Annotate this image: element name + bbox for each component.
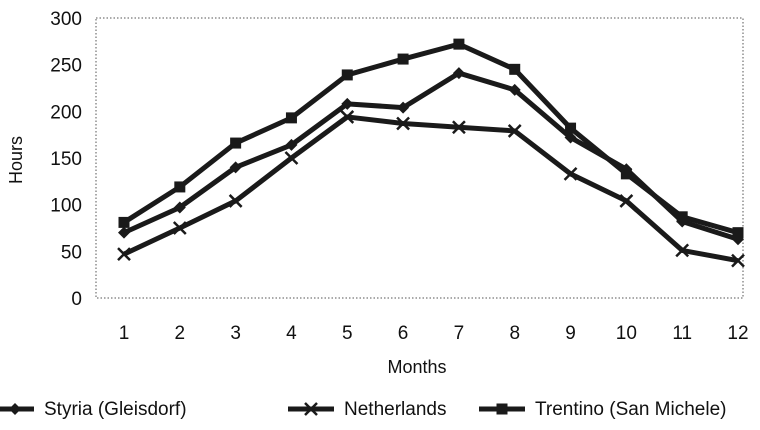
data-point xyxy=(118,226,130,239)
y-tick-label: 0 xyxy=(71,289,82,310)
y-axis: 0 50 100 150 200 250 300 xyxy=(50,9,82,310)
data-point xyxy=(285,112,297,124)
legend-item: Trentino (San Michele) xyxy=(479,399,726,420)
data-point xyxy=(452,120,466,135)
x-axis: 1 2 3 4 5 6 7 8 9 10 11 12 xyxy=(119,323,749,344)
data-point xyxy=(341,97,354,110)
legend-label: Netherlands xyxy=(344,399,446,420)
data-point xyxy=(117,247,131,262)
data-point xyxy=(174,181,186,193)
data-point xyxy=(508,83,521,96)
series-line xyxy=(122,114,739,264)
x-tick-label: 5 xyxy=(342,323,353,344)
series-3 xyxy=(118,38,744,239)
data-point xyxy=(397,53,409,65)
data-point xyxy=(284,151,299,165)
legend-label: Styria (Gleisdorf) xyxy=(44,399,187,420)
legend-marker xyxy=(496,403,508,415)
data-point xyxy=(340,110,355,124)
series-2 xyxy=(117,110,745,268)
x-tick-label: 8 xyxy=(509,323,520,344)
plot-area xyxy=(95,17,744,299)
data-point xyxy=(118,216,130,228)
x-tick-label: 7 xyxy=(454,323,465,344)
x-tick-label: 4 xyxy=(286,323,297,344)
legend-item: Styria (Gleisdorf) xyxy=(0,399,187,420)
x-tick-label: 11 xyxy=(672,323,692,344)
data-point xyxy=(509,63,521,75)
data-point xyxy=(453,38,465,50)
data-point xyxy=(452,67,465,80)
data-point xyxy=(507,124,522,138)
data-point xyxy=(731,253,745,268)
data-point xyxy=(397,101,410,114)
data-point xyxy=(230,137,242,149)
legend: Styria (Gleisdorf) Netherlands Trentino (S… xyxy=(0,399,726,420)
legend-marker xyxy=(304,402,318,416)
series-layer xyxy=(117,38,745,268)
data-point xyxy=(173,201,186,214)
data-point xyxy=(228,194,243,208)
x-tick-label: 12 xyxy=(727,323,748,344)
y-tick-label: 100 xyxy=(50,196,82,217)
data-point xyxy=(563,166,578,181)
x-tick-label: 10 xyxy=(616,323,637,344)
data-point xyxy=(229,161,242,174)
data-point xyxy=(285,138,298,151)
plot-border xyxy=(95,17,744,299)
x-tick-label: 3 xyxy=(230,323,241,344)
legend-marker xyxy=(9,403,21,415)
data-point xyxy=(619,194,634,208)
y-tick-label: 250 xyxy=(50,56,82,77)
x-tick-label: 2 xyxy=(175,323,186,344)
x-tick-label: 9 xyxy=(565,323,576,344)
y-tick-label: 50 xyxy=(61,242,82,263)
data-point xyxy=(732,227,744,239)
series-line xyxy=(122,41,739,236)
y-axis-title: Hours xyxy=(6,136,26,184)
series-1 xyxy=(118,67,744,246)
legend-item: Netherlands xyxy=(288,399,446,420)
data-point xyxy=(565,122,577,134)
data-point xyxy=(172,221,187,235)
data-point xyxy=(676,211,688,223)
x-tick-label: 6 xyxy=(398,323,409,344)
x-tick-label: 1 xyxy=(119,323,130,344)
y-tick-label: 200 xyxy=(50,102,82,123)
y-tick-label: 150 xyxy=(50,149,82,170)
data-point xyxy=(620,168,632,180)
y-tick-label: 300 xyxy=(50,9,82,30)
data-point xyxy=(341,69,353,81)
data-point xyxy=(675,243,690,258)
data-point xyxy=(396,116,410,131)
x-axis-title: Months xyxy=(387,357,446,377)
legend-label: Trentino (San Michele) xyxy=(535,399,726,420)
data-point xyxy=(564,131,577,144)
